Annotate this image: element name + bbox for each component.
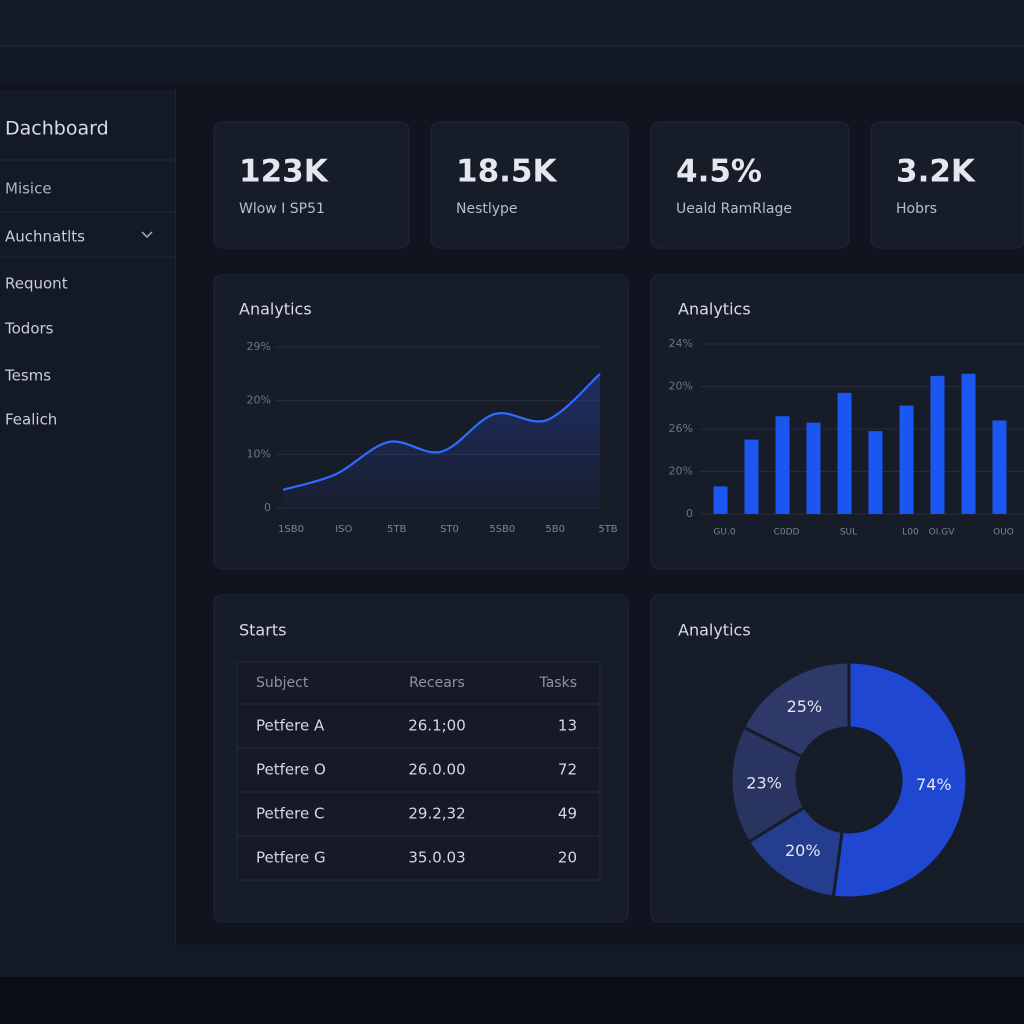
bottom-area <box>0 977 1024 1024</box>
data-label: 20% <box>785 841 821 860</box>
panel <box>213 121 410 249</box>
data-label: 25% <box>787 697 823 716</box>
bar <box>837 392 852 514</box>
table-cell: Petfere G <box>256 849 326 867</box>
data-label: 23% <box>746 773 782 792</box>
nav-item[interactable]: Auchnatlts <box>5 228 85 246</box>
stat-value: 18.5K <box>456 154 557 190</box>
bar <box>868 431 883 514</box>
bar <box>713 486 728 514</box>
x-tick-label: 5SB0 <box>489 524 515 535</box>
table-header: Subject <box>256 675 309 691</box>
table-cell: Petfere A <box>256 717 325 735</box>
footer-bar <box>0 945 1024 977</box>
pie-slice <box>741 660 851 759</box>
nav-item[interactable]: Todors <box>4 320 54 338</box>
table-cell: 26.0.00 <box>408 761 465 779</box>
x-tick-label: ST0 <box>440 524 459 535</box>
nav-item[interactable]: Tesms <box>4 367 51 385</box>
y-tick-label: 20% <box>247 394 271 407</box>
x-tick-label: ISO <box>335 524 352 535</box>
x-tick-label: L00 <box>902 528 919 538</box>
y-tick-label: 24% <box>669 337 693 350</box>
nav-item[interactable]: Misice <box>5 180 52 198</box>
bar <box>775 416 790 514</box>
sidebar-title: Dachboard <box>5 118 109 140</box>
y-tick-label: 20% <box>669 465 693 478</box>
x-tick-label: OUO <box>993 528 1014 538</box>
table-cell: 29.2,32 <box>408 805 465 823</box>
y-tick-label: 0 <box>686 507 693 520</box>
y-tick-label: 26% <box>669 422 693 435</box>
bar <box>992 420 1007 514</box>
x-tick-label: 5TB <box>387 524 406 535</box>
area <box>283 373 600 508</box>
sidebar <box>0 90 175 945</box>
panel <box>870 121 1024 249</box>
table-cell: 72 <box>558 761 577 779</box>
y-tick-label: 0 <box>264 501 271 514</box>
chart-title: Analytics <box>678 300 751 319</box>
stat-value: 123K <box>239 154 329 190</box>
chart-title: Analytics <box>678 621 751 640</box>
data-label: 74% <box>916 775 952 794</box>
table-cell: 49 <box>558 805 577 823</box>
bar <box>899 405 914 514</box>
nav-item[interactable]: Fealich <box>5 411 57 429</box>
panel <box>650 121 850 249</box>
stat-label: Hobrs <box>896 201 937 217</box>
table-header: Tasks <box>538 675 577 691</box>
x-tick-label: GU.0 <box>713 528 735 538</box>
stat-label: Wlow I SP51 <box>239 201 325 217</box>
toolbar <box>0 46 1024 82</box>
stat-value: 4.5% <box>676 154 762 190</box>
bar <box>930 375 945 514</box>
stat-value: 3.2K <box>896 154 976 190</box>
x-tick-label: 5B0 <box>545 524 565 535</box>
nav-item[interactable]: Requont <box>5 275 68 293</box>
table-header: Recears <box>409 675 465 691</box>
y-tick-label: 29% <box>247 340 271 353</box>
table-cell: Petfere C <box>256 805 324 823</box>
bar <box>961 373 976 514</box>
bar <box>806 422 821 514</box>
table-frame <box>236 661 601 881</box>
pie-slice <box>729 725 807 845</box>
y-tick-label: 10% <box>247 447 271 460</box>
stat-label: Nestlype <box>456 201 518 217</box>
panel <box>430 121 629 249</box>
table-cell: 13 <box>558 717 577 735</box>
table-title: Starts <box>239 621 286 640</box>
pie-slice <box>831 660 969 900</box>
x-tick-label: 1SB0 <box>278 524 304 535</box>
line <box>282 373 601 491</box>
top-bar <box>0 0 1024 46</box>
table-cell: Petfere O <box>256 761 326 779</box>
x-tick-label: 5TB <box>598 524 617 535</box>
x-tick-label: OI.GV <box>929 528 956 538</box>
table-cell: 26.1;00 <box>408 717 466 735</box>
chart-title: Analytics <box>239 300 312 319</box>
bar <box>744 439 759 514</box>
table-cell: 20 <box>558 849 577 867</box>
x-tick-label: SUL <box>840 528 857 538</box>
stat-label: Ueald RamRlage <box>676 201 792 217</box>
x-tick-label: C0DD <box>774 528 800 538</box>
table-cell: 35.0.03 <box>408 849 465 867</box>
y-tick-label: 20% <box>669 380 693 393</box>
chevron[interactable] <box>141 231 153 239</box>
